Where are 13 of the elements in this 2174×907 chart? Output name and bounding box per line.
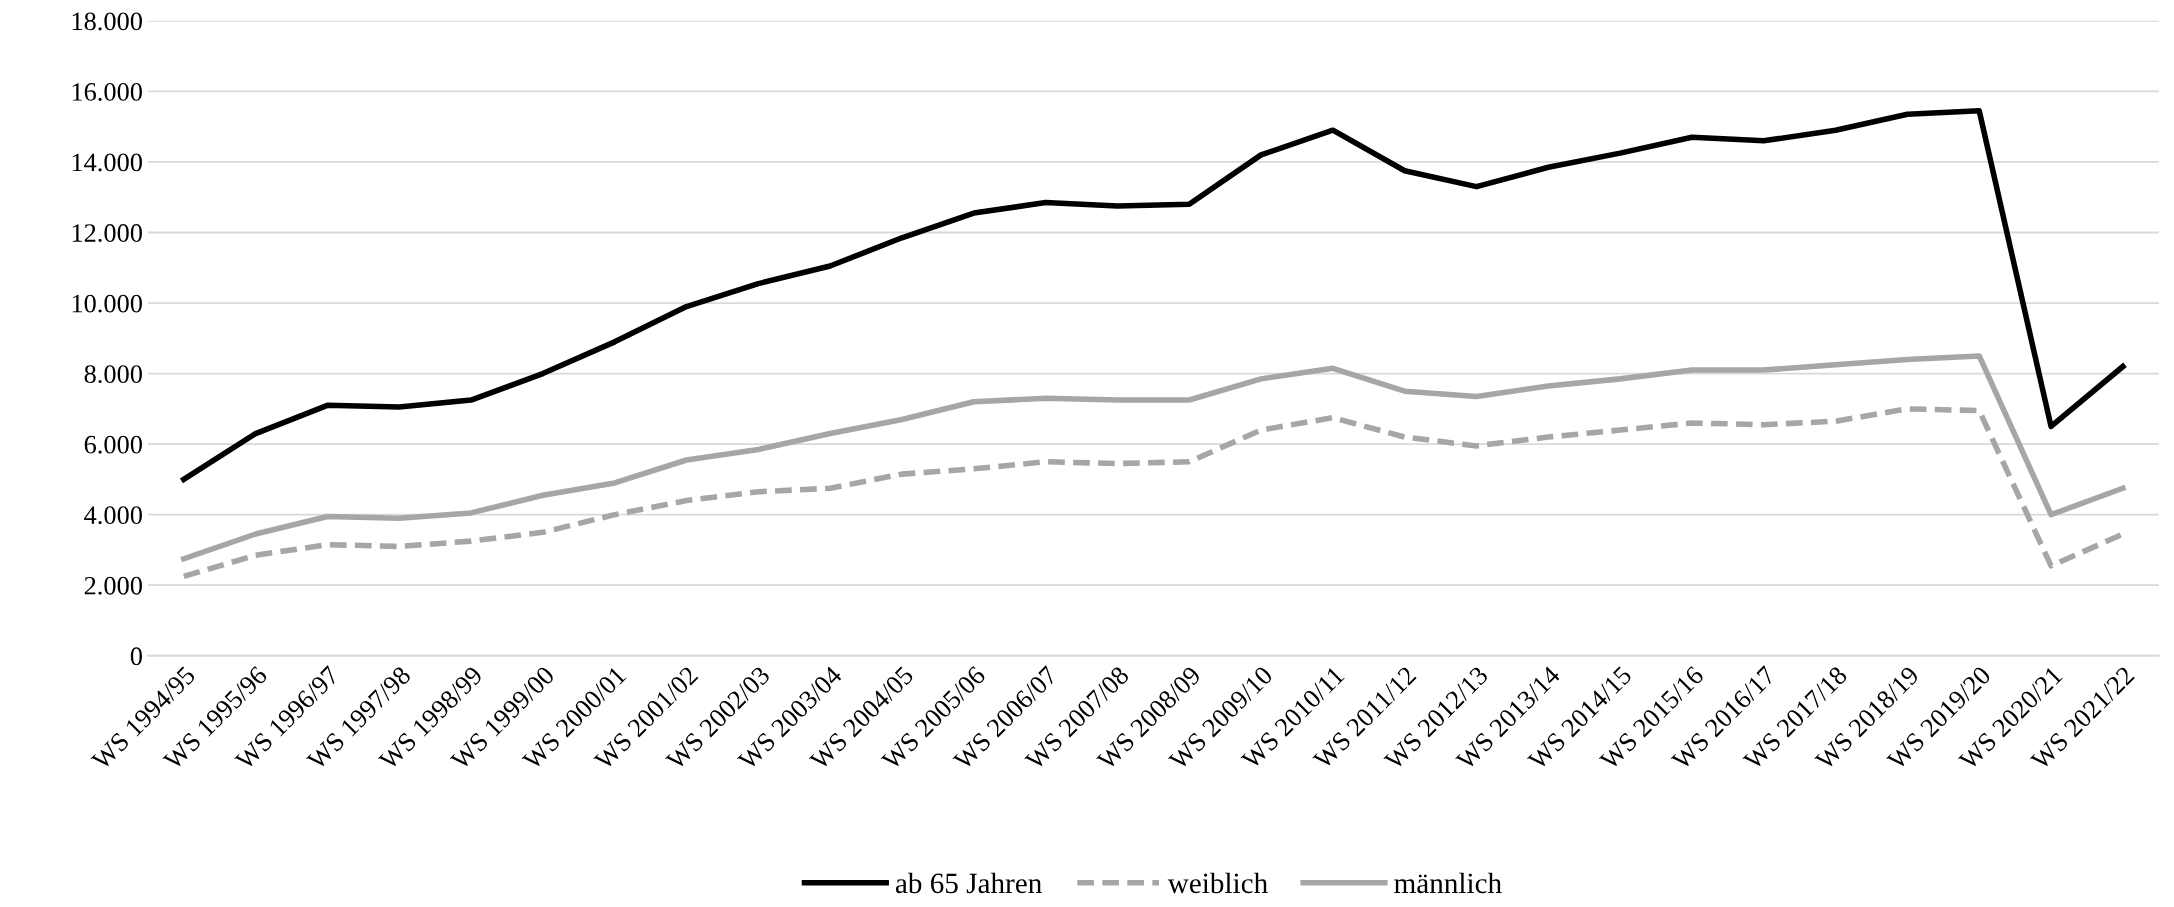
y-tick-label: 0 (130, 647, 142, 666)
y-tick-label: 2.000 (84, 576, 142, 595)
legend-label: ab 65 Jahren (895, 872, 1042, 894)
legend-label: männlich (1394, 872, 1502, 894)
y-tick-label: 4.000 (84, 506, 142, 525)
y-tick-label: 18.000 (72, 12, 142, 31)
y-tick-label: 14.000 (72, 153, 142, 172)
y-tick-label: 16.000 (72, 83, 142, 101)
legend-label: weiblich (1167, 872, 1268, 894)
y-tick-label: 10.000 (72, 294, 142, 313)
y-tick-label: 6.000 (84, 435, 142, 454)
y-tick-label: 12.000 (72, 224, 142, 243)
y-tick-label: 8.000 (84, 365, 142, 384)
